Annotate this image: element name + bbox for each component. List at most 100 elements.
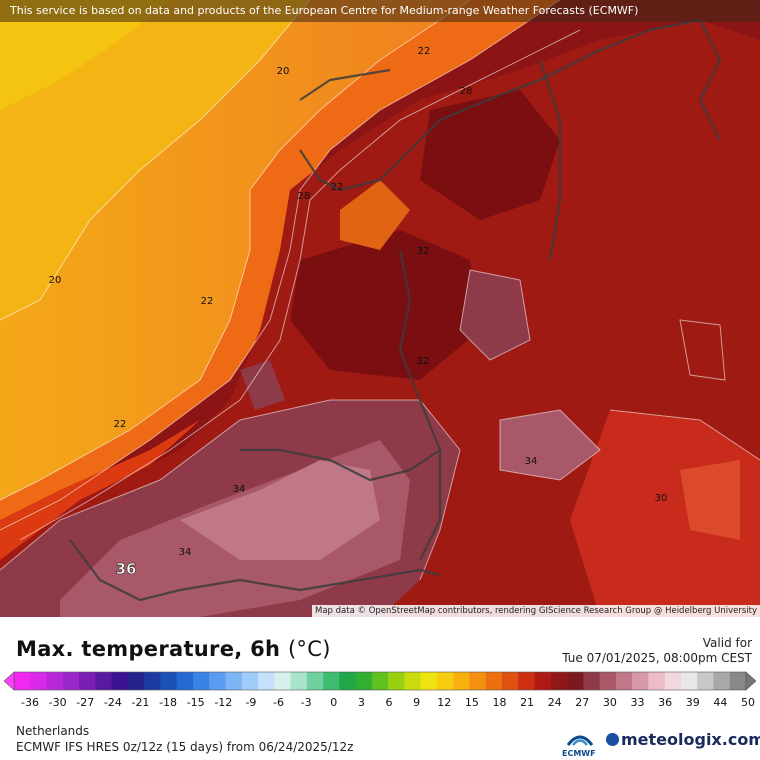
contour-label-max: 36 <box>116 560 137 578</box>
contour-label: 30 <box>655 493 668 504</box>
scale-tick-label: 33 <box>630 696 645 709</box>
scale-tick-label: 36 <box>658 696 673 709</box>
valid-time: Tue 07/01/2025, 08:00pm CEST <box>562 651 752 665</box>
scale-tick-label: -15 <box>186 696 205 709</box>
scale-cell <box>550 672 568 690</box>
scale-cell <box>79 672 96 690</box>
contour-label: 32 <box>417 246 430 257</box>
scale-tick-label: -30 <box>48 696 67 709</box>
scale-tick-label: -9 <box>245 696 257 709</box>
scale-cell <box>323 672 340 690</box>
map-attribution[interactable]: Map data © OpenStreetMap contributors, r… <box>312 605 760 617</box>
contour-label: 34 <box>233 484 246 495</box>
meteologix-logo[interactable]: meteologix.com <box>606 730 760 749</box>
contour-label: 22 <box>418 46 431 57</box>
color-scale <box>4 671 756 691</box>
scale-cell <box>567 672 584 690</box>
scale-cell <box>680 672 698 690</box>
scale-cell <box>144 672 161 690</box>
scale-tick-label: 3 <box>357 696 365 709</box>
scale-tick-label: 15 <box>464 696 479 709</box>
title-unit: (°C) <box>287 637 331 661</box>
scale-cell <box>290 672 308 690</box>
temperature-field: 20 22 28 22 28 20 22 32 22 32 34 34 30 3… <box>0 0 760 617</box>
ecmwf-logo-icon <box>566 735 594 746</box>
scale-tick-label: -24 <box>103 696 122 709</box>
contour-label: 34 <box>525 456 538 467</box>
contour-label: 28 <box>460 86 473 97</box>
scale-cell <box>371 672 389 690</box>
scale-max-arrow <box>745 671 756 691</box>
scale-cell <box>95 672 112 690</box>
contour-label: 28 <box>298 191 311 202</box>
ecmwf-logo-text: ECMWF <box>562 749 596 758</box>
legend-panel: Max. temperature, 6h (°C) Valid for Tue … <box>0 617 760 760</box>
model-run: ECMWF IFS HRES 0z/12z (15 days) from 06/… <box>16 740 354 754</box>
scale-tick-label: -21 <box>131 696 150 709</box>
scale-cell <box>648 672 666 690</box>
scale-cell <box>46 672 64 690</box>
contour-label: 22 <box>331 182 344 193</box>
region-name: Netherlands <box>16 724 90 738</box>
scale-cell <box>355 672 373 690</box>
scale-cell <box>485 672 503 690</box>
scale-cell <box>388 672 405 690</box>
scale-cell <box>615 672 633 690</box>
scale-cell <box>111 672 129 690</box>
scale-cell <box>404 672 422 690</box>
contour-label: 22 <box>114 419 127 430</box>
scale-cell <box>258 672 275 690</box>
contour-label: 22 <box>201 296 214 307</box>
scale-cell <box>176 672 194 690</box>
scale-tick-label: 6 <box>385 696 393 709</box>
scale-cell <box>469 672 487 690</box>
scale-tick-label: 0 <box>330 696 338 709</box>
scale-cell <box>274 672 291 690</box>
contour-labels: 20 22 28 22 28 20 22 32 22 32 34 34 30 3… <box>49 46 668 578</box>
scale-cell <box>30 672 47 690</box>
contour-label: 34 <box>179 547 192 558</box>
scale-cell <box>225 672 243 690</box>
scale-ticks: -36 -30 -27 -24 -21 -18 -15 -12 -9 -6 -3 0 3 6 9 12 15 18… <box>0 696 760 710</box>
contour-label: 20 <box>277 66 290 77</box>
scale-cell <box>160 672 178 690</box>
contour-label: 32 <box>417 356 430 367</box>
scale-cell <box>713 672 731 690</box>
scale-tick-label: 44 <box>713 696 728 709</box>
scale-cell <box>436 672 454 690</box>
map-title: Max. temperature, 6h (°C) <box>16 637 331 661</box>
scale-cell <box>127 672 145 690</box>
scale-cell <box>534 672 552 690</box>
scale-tick-label: -12 <box>214 696 233 709</box>
scale-tick-label: -18 <box>159 696 178 709</box>
title-text: Max. temperature, 6h <box>16 637 281 661</box>
scale-cell <box>632 672 649 690</box>
scale-cell <box>62 672 80 690</box>
scale-min-arrow <box>4 671 15 691</box>
scale-cell <box>518 672 535 690</box>
contour-label: 20 <box>49 275 62 286</box>
scale-tick-label: -36 <box>21 696 39 709</box>
scale-cell <box>453 672 470 690</box>
forecast-map[interactable]: 20 22 28 22 28 20 22 32 22 32 34 34 30 3… <box>0 0 760 617</box>
scale-cell <box>599 672 617 690</box>
scale-tick-label: 9 <box>413 696 421 709</box>
scale-tick-label: 30 <box>602 696 617 709</box>
scale-cell <box>420 672 438 690</box>
scale-cell <box>306 672 324 690</box>
scale-cell <box>209 672 226 690</box>
ecmwf-notice: This service is based on data and produc… <box>0 0 760 22</box>
scale-tick-label: 24 <box>547 696 562 709</box>
scale-tick-label: 39 <box>685 696 700 709</box>
scale-cell <box>14 672 31 690</box>
meteologix-globe-icon <box>606 733 619 746</box>
scale-tick-label: -6 <box>273 696 285 709</box>
scale-tick-label: 12 <box>437 696 452 709</box>
scale-tick-label: 21 <box>520 696 535 709</box>
scale-cell <box>192 672 210 690</box>
scale-cell <box>339 672 356 690</box>
scale-cell <box>729 672 747 690</box>
scale-tick-label: 50 <box>741 696 755 709</box>
scale-cell <box>664 672 682 690</box>
scale-cell <box>502 672 519 690</box>
